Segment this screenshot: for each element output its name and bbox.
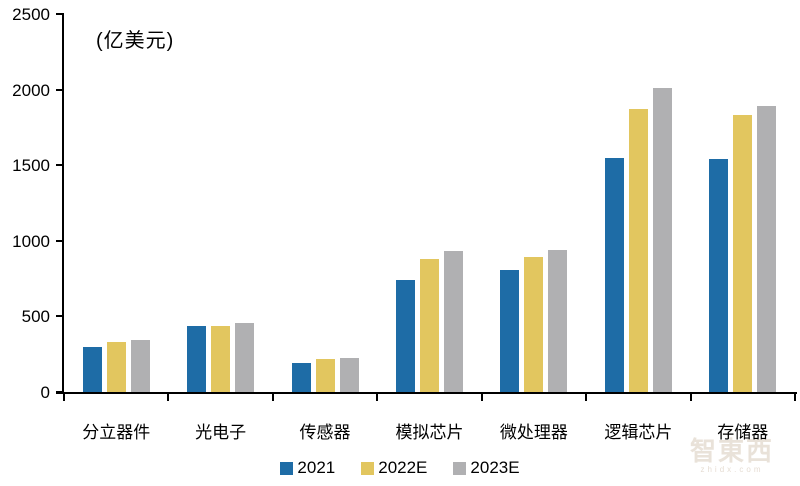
bar-group-5: [482, 14, 586, 392]
y-tick: [56, 239, 64, 242]
x-tick: [63, 394, 65, 401]
bar-2023E-模拟芯片: [443, 251, 463, 392]
bar-2021-存储器: [709, 159, 729, 392]
legend-swatch-icon: [280, 461, 294, 475]
x-axis-line: [56, 392, 797, 394]
bar-2023E-微处理器: [548, 250, 568, 392]
legend: 2021 2022E 2023E: [0, 458, 800, 478]
x-tick: [271, 394, 274, 401]
bar-2023E-传感器: [339, 358, 359, 392]
y-tick: [56, 13, 64, 15]
legend-swatch-icon: [361, 461, 375, 475]
bar-group-2: [168, 14, 272, 392]
x-tick: [167, 394, 170, 401]
y-tick-label: 1500: [12, 156, 50, 176]
bar-group-4: [377, 14, 481, 392]
y-tick-label: 500: [21, 307, 50, 327]
y-tick-label: 1000: [12, 231, 50, 251]
legend-item-2023E: 2023E: [453, 458, 520, 478]
plot-area: 0 500 1000 1500 2000 2500 分立器件 光电子 传感器 模拟芯片 微处理器 逻…: [12, 5, 797, 442]
bar-2022E-传感器: [315, 359, 335, 392]
category-label: 分立器件: [82, 423, 151, 442]
category-label: 存储器: [717, 423, 769, 442]
legend-swatch-icon: [453, 461, 467, 475]
bar-2022E-逻辑芯片: [628, 109, 648, 392]
y-axis-unit-label: (亿美元): [96, 30, 175, 52]
x-tick: [585, 394, 588, 401]
bar-group-1: [64, 14, 168, 392]
x-tick: [689, 394, 692, 401]
bar-group-7: [691, 14, 795, 392]
bar-2022E-微处理器: [524, 257, 544, 392]
y-tick: [56, 391, 64, 393]
bar-2021-模拟芯片: [395, 280, 415, 392]
legend-item-2022E: 2022E: [361, 458, 427, 478]
category-label: 模拟芯片: [395, 423, 464, 442]
y-tick: [56, 164, 64, 167]
y-axis-line: [62, 14, 64, 394]
bar-group-3: [273, 14, 377, 392]
category-label: 微处理器: [499, 423, 568, 442]
bar-2021-光电子: [187, 326, 207, 392]
bar-2021-分立器件: [82, 347, 102, 392]
bar-2023E-存储器: [757, 106, 777, 392]
bar-2023E-分立器件: [130, 340, 150, 392]
bar-2021-微处理器: [500, 270, 520, 392]
bar-2023E-逻辑芯片: [652, 88, 672, 392]
x-tick: [480, 394, 483, 401]
x-tick: [794, 394, 796, 401]
bar-2023E-光电子: [235, 323, 255, 392]
bar-2022E-存储器: [733, 115, 753, 392]
bar-2021-逻辑芯片: [604, 158, 624, 392]
bar-2022E-模拟芯片: [419, 259, 439, 392]
bar-group-6: [586, 14, 690, 392]
category-label: 逻辑芯片: [604, 423, 673, 442]
bar-2022E-分立器件: [106, 342, 126, 392]
legend-label: 2023E: [470, 458, 520, 477]
y-tick-label: 2500: [12, 5, 50, 24]
bar-2022E-光电子: [211, 326, 231, 392]
y-tick: [56, 315, 64, 318]
legend-label: 2022E: [378, 458, 428, 477]
y-tick: [56, 88, 64, 91]
legend-item-2021: 2021: [280, 458, 335, 478]
category-label: 光电子: [195, 423, 247, 442]
y-tick-label: 2000: [12, 80, 50, 100]
bar-2021-传感器: [291, 363, 311, 392]
x-tick: [376, 394, 379, 401]
y-tick-label: 0: [40, 383, 50, 402]
category-label: 传感器: [299, 423, 351, 442]
legend-label: 2021: [297, 458, 336, 477]
